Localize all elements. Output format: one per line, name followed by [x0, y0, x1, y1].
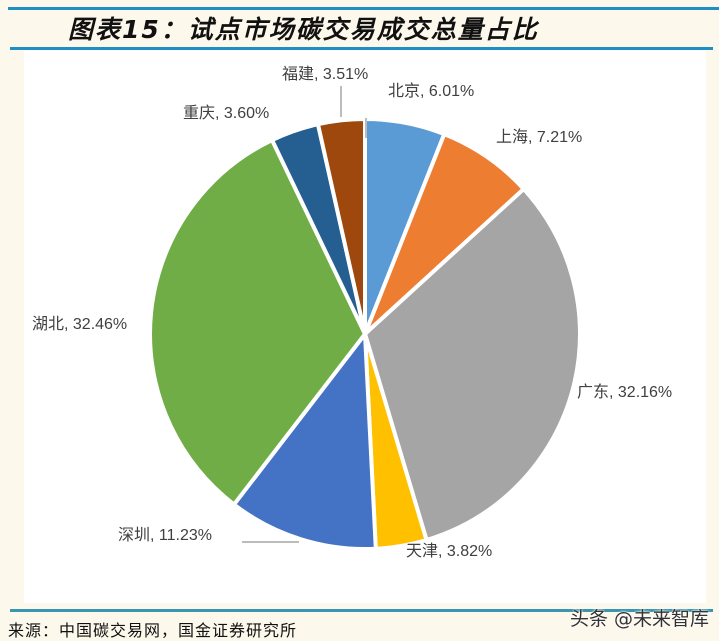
- top-rule: [8, 7, 719, 10]
- watermark: 头条 @未来智库: [570, 608, 710, 630]
- data-label: 上海, 7.21%: [496, 128, 582, 146]
- pie-slice-7: [315, 116, 367, 335]
- chart-title: 图表15：试点市场碳交易成交总量占比: [68, 15, 539, 44]
- pie-slice-2: [362, 186, 582, 543]
- footer-rule: [10, 609, 713, 612]
- data-label: 深圳, 11.23%: [118, 526, 212, 544]
- data-label: 北京, 6.01%: [388, 82, 474, 100]
- pie-slice-5: [148, 137, 368, 508]
- data-label: 湖北, 32.46%: [32, 315, 127, 333]
- data-label: 天津, 3.82%: [406, 542, 492, 560]
- header-rule: [10, 47, 713, 50]
- data-label: 福建, 3.51%: [282, 65, 368, 83]
- data-label: 重庆, 3.60%: [183, 104, 269, 122]
- data-label: 广东, 32.16%: [577, 383, 672, 401]
- plot-area: 北京, 6.01% 上海, 7.21% 广东, 32.16% 天津, 3.82% 深圳,…: [24, 50, 706, 603]
- pie-slice-4: [231, 328, 378, 551]
- source-note: 来源：中国碳交易网，国金证券研究所: [8, 621, 298, 640]
- pie-chart: 北京, 6.01% 上海, 7.21% 广东, 32.16% 天津, 3.82% 深圳,…: [32, 65, 672, 560]
